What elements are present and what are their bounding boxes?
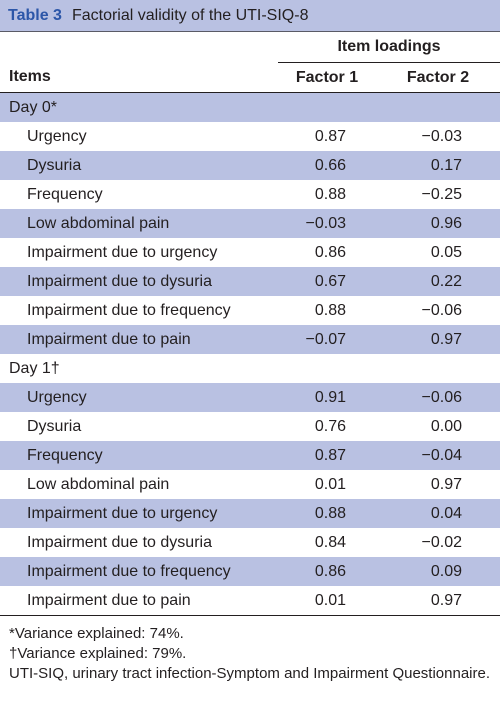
item-name: Urgency [27, 127, 87, 145]
factor1-value: 0.66 [278, 151, 376, 180]
item-name: Low abdominal pain [27, 475, 170, 493]
factor1-header: Factor 1 [278, 62, 376, 93]
item-name: Low abdominal pain [0, 209, 278, 238]
factor2-value: 0.04 [376, 499, 500, 528]
factor1-value: 0.67 [278, 267, 376, 296]
table-row: Impairment due to pain −0.07 0.97 [0, 325, 500, 354]
factor1-value: 0.86 [278, 557, 376, 586]
factor2-value: 0.00 [430, 417, 462, 435]
group-empty-cell [376, 92, 500, 122]
factor1-value: 0.01 [314, 475, 346, 493]
group-empty-cell [278, 354, 376, 383]
item-name: Impairment due to pain [0, 586, 278, 616]
table-label: Table 3 [8, 6, 62, 24]
factor2-header: Factor 2 [376, 62, 500, 93]
factor1-value: 0.01 [278, 586, 376, 616]
factor2-value: −0.04 [376, 441, 500, 470]
item-name: Impairment due to frequency [27, 301, 231, 319]
table-row: Impairment due to dysuria 0.84 −0.02 [0, 528, 500, 557]
factor1-value: 0.88 [314, 185, 346, 203]
item-name: Impairment due to urgency [0, 499, 278, 528]
table-row: Impairment due to frequency 0.86 0.09 [0, 557, 500, 586]
table-row: Impairment due to dysuria 0.67 0.22 [0, 267, 500, 296]
table-row: Impairment due to urgency 0.88 0.04 [0, 499, 500, 528]
item-name: Impairment due to pain [0, 325, 278, 354]
item-loadings-header: Item loadings [278, 32, 500, 63]
factor2-value: −0.03 [421, 127, 462, 145]
group-row: Day 1† [0, 354, 500, 383]
factor2-value: 0.97 [376, 325, 500, 354]
factor2-value: 0.97 [376, 586, 500, 616]
table-row: Urgency 0.87 −0.03 [0, 122, 500, 151]
factor2-value: −0.06 [421, 301, 462, 319]
group-label: Day 1† [9, 359, 60, 377]
header-empty-cell [0, 32, 278, 63]
table-row: Low abdominal pain 0.01 0.97 [0, 470, 500, 499]
group-row: Day 0* [0, 92, 500, 122]
footnote-abbreviation: UTI-SIQ, urinary tract infection-Symptom… [9, 665, 491, 682]
factor1-value: 0.87 [314, 127, 346, 145]
group-empty-cell [376, 354, 500, 383]
factor1-value: −0.03 [278, 209, 376, 238]
header-row-columns: Items Factor 1 Factor 2 [0, 62, 500, 93]
factor2-value: −0.25 [421, 185, 462, 203]
factor1-value: 0.84 [314, 533, 346, 551]
factor1-value: 0.86 [314, 243, 346, 261]
factor1-value: 0.87 [278, 441, 376, 470]
footnote-day0: *Variance explained: 74%. [9, 625, 184, 642]
loadings-table: Item loadings Items Factor 1 Factor 2 Da… [0, 32, 500, 616]
table-title: Factorial validity of the UTI-SIQ-8 [71, 6, 309, 24]
item-name: Frequency [27, 185, 103, 203]
table-row: Urgency 0.91 −0.06 [0, 383, 500, 412]
factor2-value: 0.97 [430, 475, 462, 493]
factor2-value: 0.22 [376, 267, 500, 296]
group-label: Day 0* [0, 92, 278, 122]
table-row: Impairment due to pain 0.01 0.97 [0, 586, 500, 616]
factor1-value: 0.76 [314, 417, 346, 435]
factor1-value: −0.07 [278, 325, 376, 354]
header-row-group: Item loadings [0, 32, 500, 63]
table-row: Low abdominal pain −0.03 0.96 [0, 209, 500, 238]
factor2-value: −0.06 [376, 383, 500, 412]
table-row: Dysuria 0.76 0.00 [0, 412, 500, 441]
item-name: Impairment due to dysuria [27, 533, 212, 551]
factor1-value: 0.88 [278, 499, 376, 528]
table-row: Impairment due to urgency 0.86 0.05 [0, 238, 500, 267]
table-title-bar: Table 3 Factorial validity of the UTI-SI… [0, 0, 500, 32]
item-name: Impairment due to dysuria [0, 267, 278, 296]
factor2-value: 0.96 [376, 209, 500, 238]
factor2-value: 0.05 [430, 243, 462, 261]
item-name: Dysuria [0, 151, 278, 180]
factor1-value: 0.88 [314, 301, 346, 319]
item-name: Impairment due to urgency [27, 243, 218, 261]
factor1-value: 0.91 [278, 383, 376, 412]
table-row: Dysuria 0.66 0.17 [0, 151, 500, 180]
item-name: Frequency [0, 441, 278, 470]
factor2-value: 0.17 [376, 151, 500, 180]
group-empty-cell [278, 92, 376, 122]
items-header: Items [0, 62, 278, 93]
item-name: Dysuria [27, 417, 82, 435]
footnote-day1: †Variance explained: 79%. [9, 645, 187, 662]
factor2-value: −0.02 [421, 533, 462, 551]
table-footnotes: *Variance explained: 74%. †Variance expl… [0, 616, 500, 684]
table-row: Impairment due to frequency 0.88 −0.06 [0, 296, 500, 325]
item-name: Urgency [0, 383, 278, 412]
item-name: Impairment due to frequency [0, 557, 278, 586]
table-row: Frequency 0.88 −0.25 [0, 180, 500, 209]
table-row: Frequency 0.87 −0.04 [0, 441, 500, 470]
factor2-value: 0.09 [376, 557, 500, 586]
